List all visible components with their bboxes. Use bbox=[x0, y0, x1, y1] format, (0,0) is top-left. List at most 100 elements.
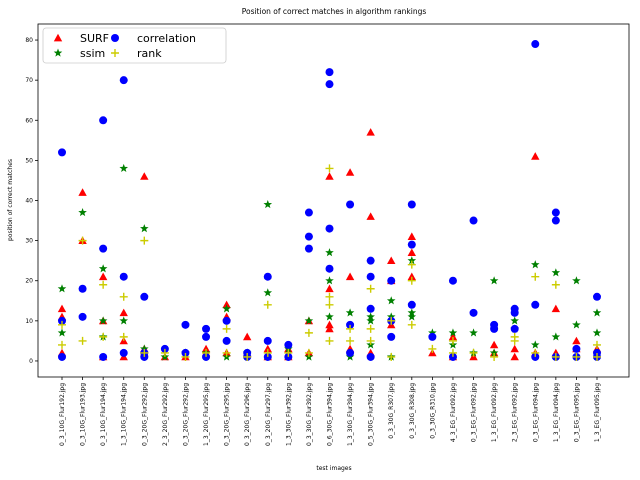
legend-marker-correlation bbox=[111, 34, 119, 42]
data-point-ssim bbox=[304, 316, 314, 325]
data-point-ssim bbox=[489, 348, 499, 357]
data-point-rank bbox=[346, 336, 355, 345]
x-tick-label: 1_3_EG_Flur094.jpg bbox=[553, 383, 560, 442]
data-point-rank bbox=[263, 348, 272, 357]
data-point-rank bbox=[366, 284, 375, 293]
data-point-surf bbox=[366, 128, 375, 136]
data-point-rank bbox=[325, 300, 334, 309]
data-point-correlation bbox=[284, 340, 293, 349]
data-point-surf bbox=[325, 172, 334, 180]
data-point-ssim bbox=[325, 312, 334, 321]
data-point-correlation bbox=[448, 276, 457, 285]
y-tick-label: 20 bbox=[25, 278, 33, 285]
data-point-correlation bbox=[263, 336, 272, 345]
data-point-correlation bbox=[325, 264, 334, 273]
legend-marker-surf bbox=[53, 33, 63, 42]
data-point-rank bbox=[448, 348, 457, 357]
data-point-rank bbox=[119, 332, 128, 341]
plot-frame bbox=[37, 23, 630, 378]
data-point-surf bbox=[551, 304, 561, 313]
data-point-correlation bbox=[366, 272, 375, 281]
x-tick-label: 2_3_EG_Flur092.jpg bbox=[512, 383, 519, 442]
data-point-correlation bbox=[78, 284, 87, 293]
data-point-correlation bbox=[346, 320, 355, 329]
data-point-rank bbox=[78, 236, 87, 245]
data-point-correlation bbox=[202, 324, 211, 333]
y-tick-label: 10 bbox=[25, 318, 33, 325]
data-point-surf bbox=[119, 308, 128, 317]
legend-marker-ssim bbox=[53, 48, 63, 57]
data-point-correlation bbox=[140, 352, 149, 361]
data-point-correlation bbox=[181, 320, 190, 329]
data-point-rank bbox=[366, 324, 375, 333]
x-tick-label: 0_3_30G_R307.jpg bbox=[388, 383, 395, 439]
data-point-correlation bbox=[551, 208, 560, 217]
data-point-correlation bbox=[387, 332, 396, 341]
x-tick-label: 0_3_EG_Flur092.jpg bbox=[471, 383, 478, 442]
data-point-rank bbox=[407, 276, 416, 285]
data-point-ssim bbox=[407, 312, 417, 321]
data-point-ssim bbox=[572, 276, 581, 285]
y-tick-label: 40 bbox=[25, 198, 33, 205]
x-tick-label: 1_3_30G_Flur392.jpg bbox=[285, 383, 292, 446]
data-point-correlation bbox=[78, 312, 87, 321]
data-point-rank bbox=[325, 164, 334, 173]
data-point-correlation bbox=[119, 272, 128, 281]
data-point-surf bbox=[325, 284, 334, 293]
data-point-rank bbox=[469, 348, 478, 357]
data-point-correlation bbox=[284, 352, 293, 361]
data-point-correlation bbox=[448, 352, 457, 361]
x-tick-label: 0_3_10G_Flur193.jpg bbox=[80, 383, 87, 446]
data-point-correlation bbox=[387, 276, 396, 285]
x-tick-label: 2_3_20G_Flur292.jpg bbox=[162, 383, 169, 446]
data-point-correlation bbox=[304, 244, 313, 253]
data-point-correlation bbox=[366, 256, 375, 265]
data-point-surf bbox=[489, 340, 499, 349]
data-point-ssim bbox=[222, 304, 231, 313]
data-point-rank bbox=[407, 320, 416, 329]
data-point-correlation bbox=[428, 332, 437, 341]
data-point-rank bbox=[387, 352, 396, 361]
x-tick-label: 0_3_EG_Flur095.jpg bbox=[573, 383, 580, 442]
data-point-ssim bbox=[530, 260, 540, 269]
data-point-correlation bbox=[531, 40, 540, 49]
data-point-rank bbox=[490, 352, 499, 361]
data-point-ssim bbox=[345, 308, 355, 317]
data-point-correlation bbox=[407, 240, 416, 249]
data-point-correlation bbox=[366, 304, 375, 313]
x-tick-label: 0_3_20G_Flur296.jpg bbox=[244, 383, 251, 446]
data-point-surf bbox=[57, 304, 67, 313]
x-tick-label: 0_3_30G_R310.jpg bbox=[429, 383, 436, 439]
data-point-rank bbox=[181, 352, 190, 361]
data-point-rank bbox=[510, 336, 519, 345]
data-point-ssim bbox=[98, 264, 108, 273]
data-point-correlation bbox=[407, 300, 416, 309]
data-point-ssim bbox=[510, 316, 519, 325]
x-tick-label: 1_3_EG_Flur095.jpg bbox=[594, 383, 601, 442]
y-tick-label: 80 bbox=[25, 37, 33, 44]
data-point-ssim bbox=[489, 276, 499, 285]
data-point-correlation bbox=[263, 272, 272, 281]
series-correlation bbox=[58, 40, 601, 361]
data-point-rank bbox=[346, 324, 355, 333]
legend-label-ssim: ssim bbox=[80, 47, 105, 60]
data-point-correlation bbox=[119, 76, 128, 85]
data-point-surf bbox=[531, 152, 540, 160]
data-point-rank bbox=[593, 352, 601, 361]
data-point-ssim bbox=[469, 328, 478, 337]
y-tick-label: 50 bbox=[25, 157, 33, 164]
data-point-surf bbox=[510, 352, 519, 361]
data-point-correlation bbox=[58, 316, 66, 325]
data-point-correlation bbox=[222, 336, 231, 345]
data-point-surf bbox=[510, 344, 519, 353]
legend-marker-rank bbox=[111, 49, 119, 57]
data-point-surf bbox=[387, 256, 396, 265]
data-point-correlation bbox=[346, 200, 355, 209]
legend-label-surf: SURF bbox=[80, 32, 109, 45]
data-point-ssim bbox=[325, 248, 334, 257]
data-point-rank bbox=[140, 348, 149, 357]
data-point-ssim bbox=[98, 316, 108, 325]
data-point-surf bbox=[263, 344, 272, 353]
data-point-surf bbox=[407, 248, 417, 257]
